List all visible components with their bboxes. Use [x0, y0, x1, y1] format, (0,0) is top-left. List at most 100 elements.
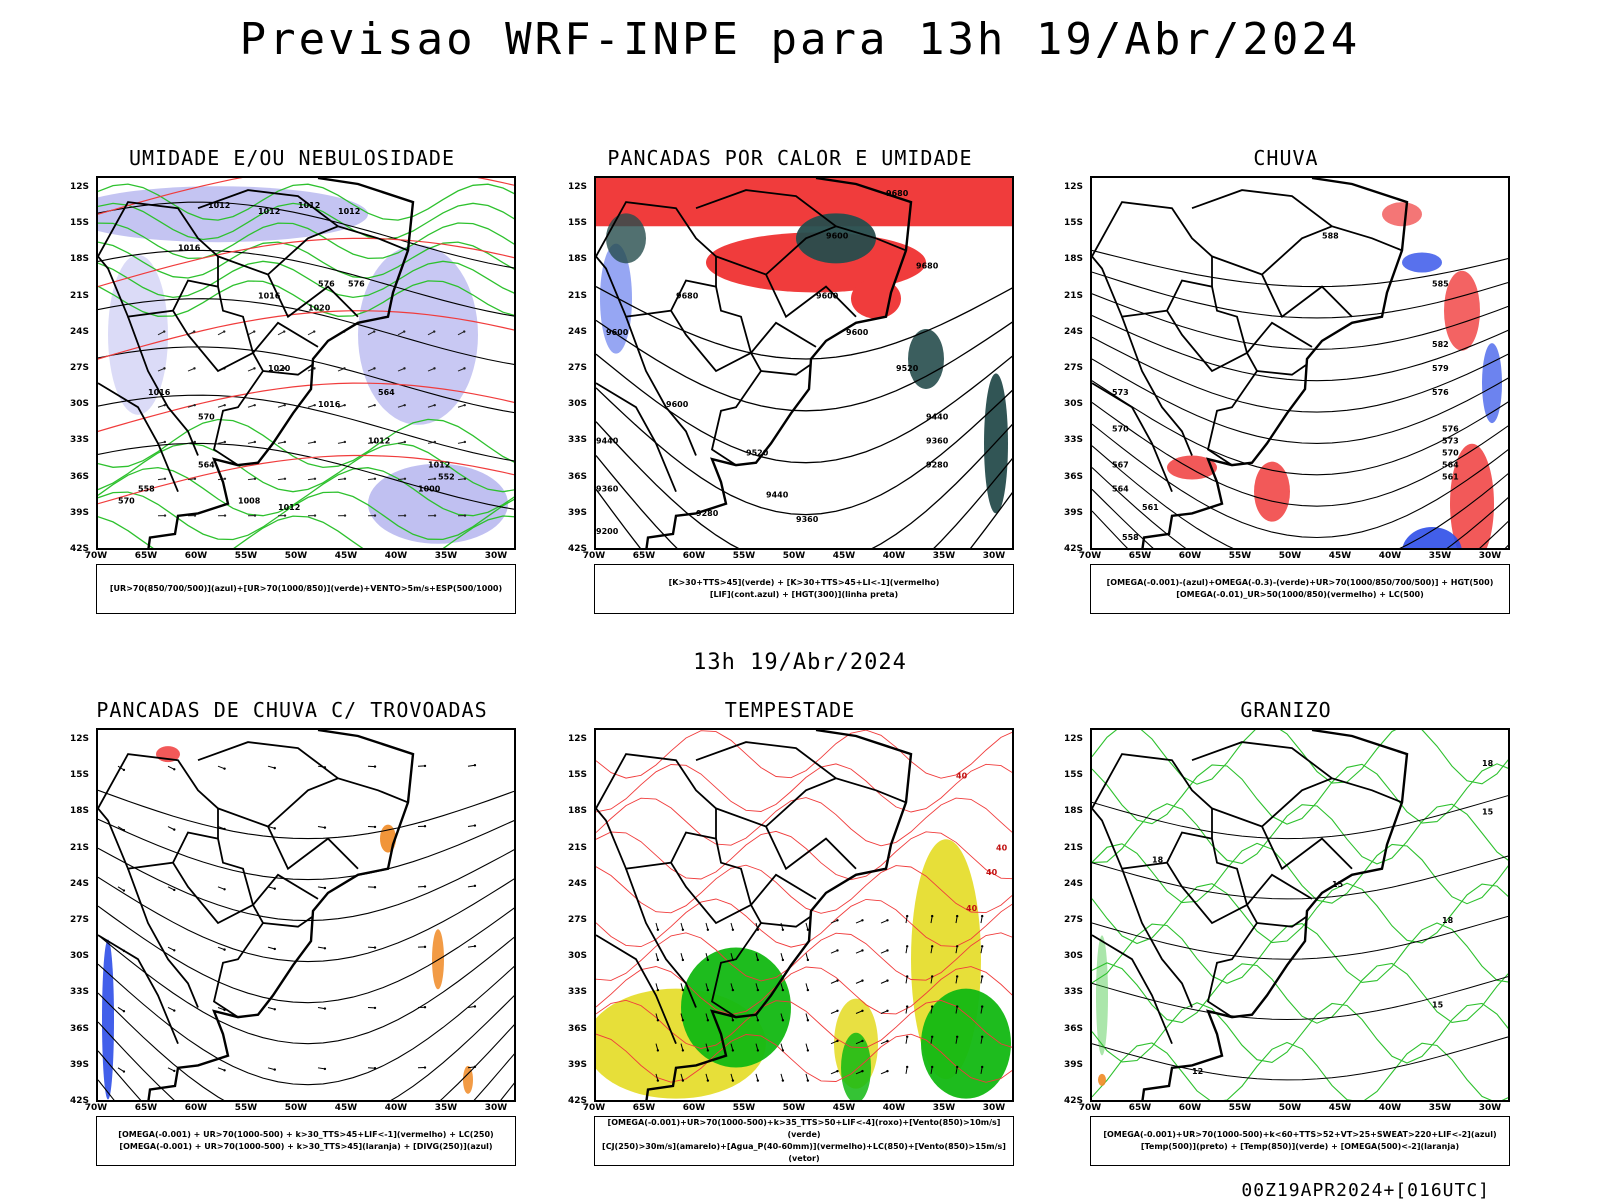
- wind-vector: [981, 1066, 983, 1068]
- wind-vector: [861, 1040, 863, 1042]
- contour-label: 1020: [308, 304, 331, 313]
- wind-vector: [707, 929, 709, 931]
- longitude-label: 55W: [733, 1103, 755, 1113]
- longitude-label: 40W: [1379, 551, 1401, 561]
- longitude-label: 60W: [185, 551, 207, 561]
- wind-vector: [193, 330, 195, 332]
- contour-label: 9600: [826, 231, 849, 240]
- latitude-label: 18S: [568, 806, 587, 816]
- hgt300-line: [596, 320, 1014, 411]
- border-line: [1192, 742, 1332, 778]
- panel-title: PANCADAS POR CALOR E UMIDADE: [560, 146, 1020, 170]
- contour-label: 573: [1442, 436, 1459, 445]
- wind-vector: [807, 1079, 809, 1081]
- wind-vector: [981, 915, 983, 917]
- latitude-label: 21S: [568, 843, 587, 853]
- streamline-arrow: [223, 767, 225, 769]
- longitude-label: 40W: [883, 551, 905, 561]
- latitude-label: 30S: [1064, 399, 1083, 409]
- latitude-label: 30S: [70, 399, 89, 409]
- wind-vector: [931, 1005, 933, 1007]
- latitude-label: 30S: [70, 951, 89, 961]
- contour-label: 582: [1432, 340, 1449, 349]
- wind-vector: [463, 367, 465, 369]
- rain-area-blue: [1402, 252, 1442, 272]
- wind-vector: [757, 959, 759, 961]
- legend-line: [OMEGA(-0.001) + UR>70(1000-500) + k>30_…: [101, 1141, 511, 1153]
- longitude-label: 45W: [1329, 1103, 1351, 1113]
- streamline-arrow: [274, 948, 276, 950]
- latitude-label: 33S: [70, 435, 89, 445]
- streamline-arrow: [374, 886, 376, 888]
- wind-vector: [886, 1010, 888, 1012]
- wind-vector: [906, 1066, 908, 1068]
- wind-vector: [782, 1049, 784, 1051]
- latitude-label: 12S: [1064, 734, 1083, 744]
- wind-vector: [807, 1019, 809, 1021]
- streamline-arrow: [123, 829, 125, 831]
- wind-vector: [657, 1049, 659, 1051]
- wind-vector: [906, 1005, 908, 1007]
- longitude-label: 55W: [1229, 551, 1251, 561]
- panel-legend: [OMEGA(-0.001) + UR>70(1000-500) + k>30_…: [96, 1116, 516, 1166]
- longitude-label: 65W: [633, 551, 655, 561]
- temp500-line: [1092, 976, 1510, 1020]
- wind-vector: [313, 330, 315, 332]
- wind-vector: [224, 441, 226, 443]
- contour-label: 15: [1482, 807, 1494, 816]
- border-line: [253, 323, 318, 353]
- contour-label: 40: [996, 844, 1008, 853]
- streamline-arrow: [374, 1067, 376, 1069]
- contour-label: 9600: [816, 292, 839, 301]
- longitude-label: 40W: [385, 1103, 407, 1113]
- legend-line: [OMEGA(-0.001)+UR>70(1000-500)+k>35_TTS>…: [599, 1117, 1009, 1141]
- longitude-label: 55W: [1229, 1103, 1251, 1113]
- latitude-label: 15S: [568, 770, 587, 780]
- border-line: [198, 742, 338, 778]
- wind-vector: [707, 1049, 709, 1051]
- wind-vector: [314, 478, 316, 480]
- contour-label: 1012: [428, 461, 450, 470]
- convective-area-green: [606, 213, 646, 263]
- contour-label: 1012: [298, 201, 320, 210]
- wind-vector: [956, 1005, 958, 1007]
- latitude-label: 36S: [70, 1024, 89, 1034]
- latitude-label: 42S: [70, 544, 89, 554]
- wind-vector: [732, 1049, 734, 1051]
- wind-vector: [782, 929, 784, 931]
- streamline-arrow: [474, 945, 476, 947]
- latitude-label: 12S: [70, 182, 89, 192]
- wind-vector: [463, 330, 465, 332]
- contour-label: 40: [986, 868, 998, 877]
- longitude-label: 30W: [983, 551, 1005, 561]
- latitude-label: 33S: [568, 987, 587, 997]
- contour-label: 9440: [596, 436, 619, 445]
- panel-legend: [UR>70(850/700/500)](azul)+[UR>70(1000/8…: [96, 564, 516, 614]
- latitude-label: 27S: [568, 363, 587, 373]
- streamline-arrow: [474, 1005, 476, 1007]
- latitude-label: 36S: [568, 1024, 587, 1034]
- contour-label: 558: [1122, 533, 1139, 542]
- border-line: [761, 365, 810, 375]
- border-line: [1257, 917, 1306, 927]
- latitude-label: 36S: [70, 472, 89, 482]
- wind-vector: [931, 945, 933, 947]
- streamline-arrow: [324, 826, 326, 828]
- temp850-line: [1092, 730, 1510, 784]
- streamline-arrow: [374, 765, 376, 767]
- border-line: [1192, 190, 1332, 226]
- contour-label: 570: [198, 412, 215, 421]
- wind-vector: [682, 1049, 684, 1051]
- contour-label: 570: [118, 497, 135, 506]
- streamline-arrow: [123, 769, 125, 771]
- streamline-arrow: [374, 826, 376, 828]
- wind-vector: [314, 514, 316, 516]
- wind-vector: [464, 478, 466, 480]
